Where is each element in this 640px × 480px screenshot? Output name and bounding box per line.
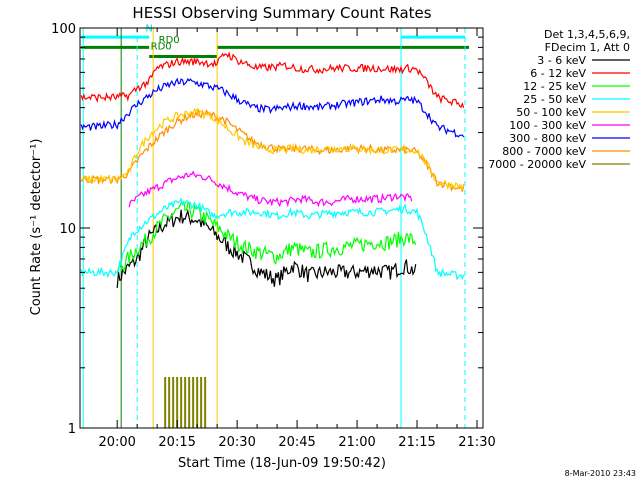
x-tick-label-4: 21:00 xyxy=(338,435,375,450)
x-tick-label-5: 21:15 xyxy=(398,435,435,450)
series-25-50-kev-line xyxy=(80,197,465,281)
series-300-800-kev-line xyxy=(80,77,465,138)
annotation-1: RD0 xyxy=(159,35,180,46)
series-6-12-kev-line xyxy=(80,51,465,109)
annotation-2: N xyxy=(145,24,152,35)
legend-header-line2: FDecim 1, Att 0 xyxy=(545,41,630,54)
legend: Det 1,3,4,5,6,9, FDecim 1, Att 0 3 - 6 k… xyxy=(488,28,630,171)
legend-label-8: 7000 - 20000 keV xyxy=(488,158,586,171)
y-tick-label-2: 100 xyxy=(51,22,76,37)
legend-label-3: 25 - 50 keV xyxy=(523,93,586,106)
footer-date: 8-Mar-2010 23:43 xyxy=(565,469,636,478)
x-tick-label-1: 20:15 xyxy=(158,435,195,450)
axes: 20:00 20:15 20:30 20:45 21:00 21:15 21:30 1 10 10… xyxy=(51,22,496,450)
series-800-7000-kev-line xyxy=(80,108,465,192)
legend-label-2: 12 - 25 keV xyxy=(523,80,586,93)
y-tick-label-1: 10 xyxy=(59,222,76,237)
series-50-100-kev-line xyxy=(81,107,465,192)
annotation-0: RD0 xyxy=(151,42,172,53)
x-axis-label: Start Time (18-Jun-09 19:50:42) xyxy=(178,456,386,471)
x-tick-label-0: 20:00 xyxy=(98,435,135,450)
series-12-25-kev-line xyxy=(116,200,417,274)
y-axis-label: Count Rate (s⁻¹ detector⁻¹) xyxy=(29,139,44,316)
x-tick-label-2: 20:30 xyxy=(218,435,255,450)
x-tick-label-3: 20:45 xyxy=(278,435,315,450)
legend-label-6: 300 - 800 keV xyxy=(509,132,586,145)
legend-label-0: 3 - 6 keV xyxy=(537,54,586,67)
y-tick-label-0: 1 xyxy=(68,422,76,437)
legend-label-1: 6 - 12 keV xyxy=(530,67,586,80)
legend-label-7: 800 - 7000 keV xyxy=(502,145,586,158)
legend-label-4: 50 - 100 keV xyxy=(516,106,586,119)
x-tick-label-6: 21:30 xyxy=(458,435,495,450)
legend-header-line1: Det 1,3,4,5,6,9, xyxy=(544,28,630,41)
chart-title: HESSI Observing Summary Count Rates xyxy=(132,4,431,22)
series-3-6-kev-line xyxy=(116,208,417,289)
legend-label-5: 100 - 300 keV xyxy=(509,119,586,132)
series-100-300-kev-line xyxy=(128,170,413,208)
